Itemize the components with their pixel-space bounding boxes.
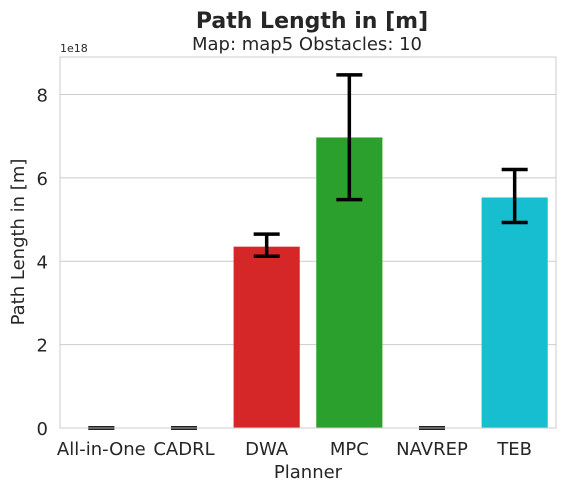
y-tick-labels: 0 2 4 6 8 [37, 86, 48, 440]
error-bar-teb [501, 167, 528, 225]
bar-teb [481, 197, 548, 428]
y-tick-label: 4 [37, 252, 48, 273]
x-tick-label: NAVREP [396, 439, 468, 460]
x-tick-label: TEB [496, 439, 532, 460]
chart-subtitle: Map: map5 Obstacles: 10 [192, 34, 422, 55]
y-tick-label: 0 [37, 419, 48, 440]
plot-frame [59, 56, 557, 429]
bars [233, 137, 548, 428]
x-tick-label: DWA [245, 439, 289, 460]
y-offset-label: 1e18 [60, 42, 88, 55]
error-bar-dwa [253, 232, 280, 259]
error-bar-mpc [336, 73, 363, 202]
bar-dwa [233, 246, 300, 428]
x-tick-label: MPC [330, 439, 369, 460]
x-tick-label: CADRL [153, 439, 214, 460]
y-tick-label: 6 [37, 169, 48, 190]
x-tick-labels: All-in-One CADRL DWA MPC NAVREP TEB [57, 439, 532, 460]
x-tick-label: All-in-One [57, 439, 146, 460]
x-axis-label: Planner [274, 462, 343, 483]
y-tick-label: 8 [37, 86, 48, 107]
y-tick-label: 2 [37, 336, 48, 357]
chart-title: Path Length in [m] [196, 9, 428, 34]
error-bars [88, 73, 528, 430]
y-axis-label: Path Length in [m] [8, 159, 29, 326]
